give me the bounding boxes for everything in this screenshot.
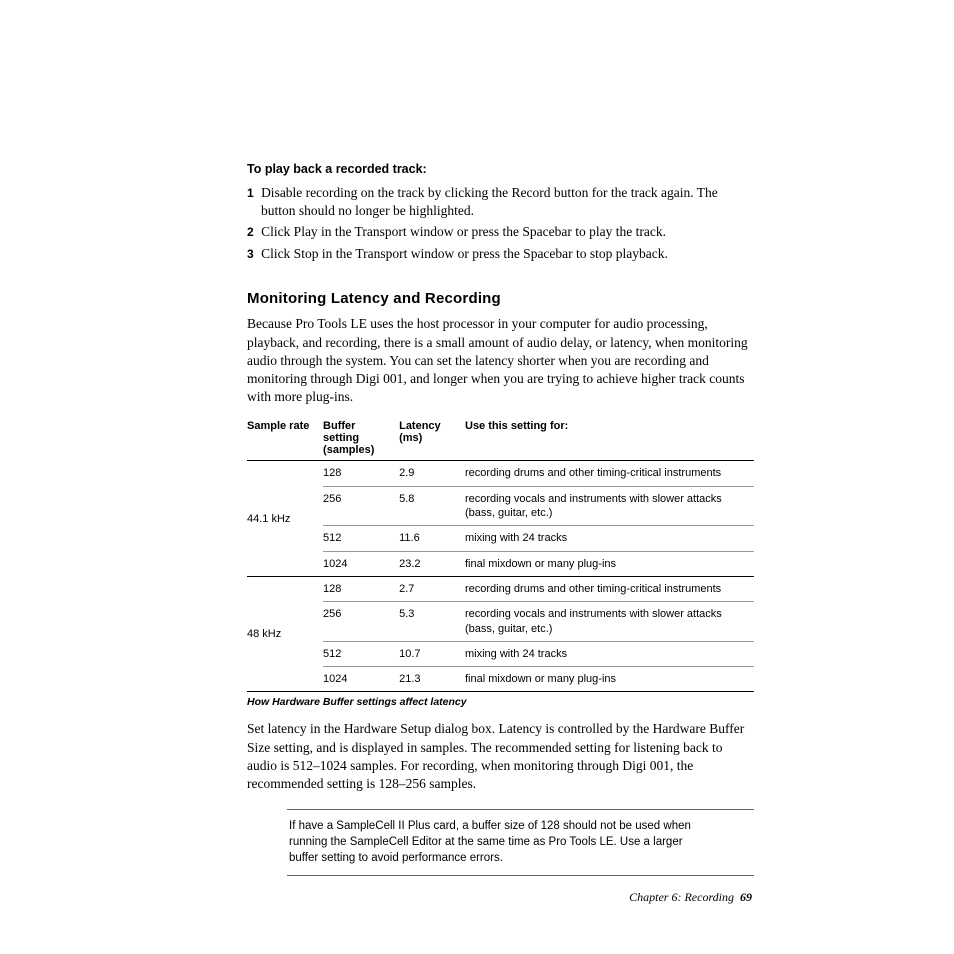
table-caption: How Hardware Buffer settings affect late… xyxy=(247,696,754,708)
latency-cell: 23.2 xyxy=(399,551,465,576)
document-page: To play back a recorded track: 1 Disable… xyxy=(0,0,954,905)
use-cell: final mixdown or many plug-ins xyxy=(465,667,754,692)
buffer-cell: 512 xyxy=(323,641,399,666)
latency-cell: 10.7 xyxy=(399,641,465,666)
note-box: If have a SampleCell II Plus card, a buf… xyxy=(287,809,754,875)
table-row: 44.1 kHz1282.9recording drums and other … xyxy=(247,461,754,486)
latency-cell: 2.9 xyxy=(399,461,465,486)
table-header-cell: Sample rate xyxy=(247,416,323,461)
use-cell: mixing with 24 tracks xyxy=(465,526,754,551)
step-item: 1 Disable recording on the track by clic… xyxy=(247,184,754,219)
chapter-label: Chapter 6: Recording xyxy=(629,890,734,904)
latency-cell: 5.3 xyxy=(399,602,465,642)
buffer-cell: 128 xyxy=(323,576,399,601)
table-row: 51211.6mixing with 24 tracks xyxy=(247,526,754,551)
step-item: 3 Click Stop in the Transport window or … xyxy=(247,245,754,263)
table-row: 102423.2final mixdown or many plug-ins xyxy=(247,551,754,576)
playback-steps-list: 1 Disable recording on the track by clic… xyxy=(247,184,754,262)
step-number: 3 xyxy=(247,247,254,261)
buffer-cell: 256 xyxy=(323,602,399,642)
step-number: 2 xyxy=(247,225,254,239)
latency-cell: 11.6 xyxy=(399,526,465,551)
table-header-cell: Use this setting for: xyxy=(465,416,754,461)
table-row: 2565.3recording vocals and instruments w… xyxy=(247,602,754,642)
latency-cell: 5.8 xyxy=(399,486,465,526)
latency-cell: 21.3 xyxy=(399,667,465,692)
table-row: 102421.3final mixdown or many plug-ins xyxy=(247,667,754,692)
sample-rate-cell: 48 kHz xyxy=(247,576,323,691)
sample-rate-cell: 44.1 kHz xyxy=(247,461,323,576)
buffer-cell: 128 xyxy=(323,461,399,486)
buffer-cell: 1024 xyxy=(323,667,399,692)
after-table-paragraph: Set latency in the Hardware Setup dialog… xyxy=(247,720,754,793)
use-cell: final mixdown or many plug-ins xyxy=(465,551,754,576)
table-row: 2565.8recording vocals and instruments w… xyxy=(247,486,754,526)
buffer-cell: 256 xyxy=(323,486,399,526)
buffer-cell: 1024 xyxy=(323,551,399,576)
use-cell: recording vocals and instruments with sl… xyxy=(465,486,754,526)
latency-cell: 2.7 xyxy=(399,576,465,601)
use-cell: recording drums and other timing-critica… xyxy=(465,576,754,601)
step-number: 1 xyxy=(247,186,254,200)
step-item: 2 Click Play in the Transport window or … xyxy=(247,223,754,241)
table-header-cell: Latency (ms) xyxy=(399,416,465,461)
section-heading: Monitoring Latency and Recording xyxy=(247,290,754,307)
use-cell: recording vocals and instruments with sl… xyxy=(465,602,754,642)
page-number: 69 xyxy=(740,890,752,904)
section-intro: Because Pro Tools LE uses the host proce… xyxy=(247,315,754,406)
use-cell: mixing with 24 tracks xyxy=(465,641,754,666)
use-cell: recording drums and other timing-critica… xyxy=(465,461,754,486)
table-row: 51210.7mixing with 24 tracks xyxy=(247,641,754,666)
table-header-cell: Buffer setting (samples) xyxy=(323,416,399,461)
section-heading: To play back a recorded track: xyxy=(247,162,754,176)
buffer-cell: 512 xyxy=(323,526,399,551)
table-row: 48 kHz1282.7recording drums and other ti… xyxy=(247,576,754,601)
latency-table: Sample rateBuffer setting (samples)Laten… xyxy=(247,416,754,692)
page-footer: Chapter 6: Recording 69 xyxy=(247,890,754,905)
